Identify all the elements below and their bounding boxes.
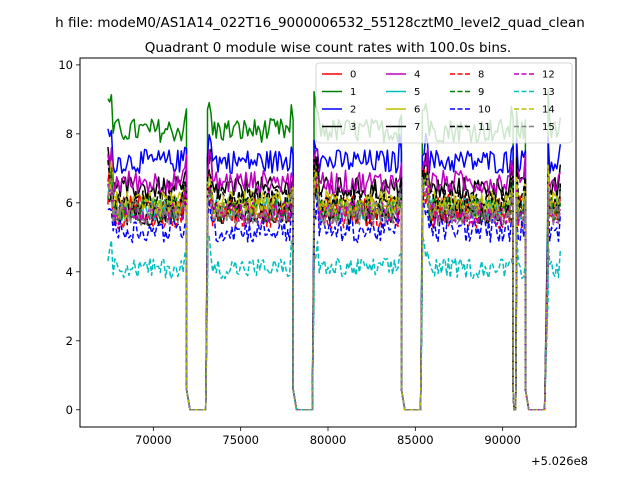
suptitle: h file: modeM0/AS1A14_022T16_9000006532_…: [55, 15, 585, 31]
plot-area: 70000 75000 80000 85000 90000024681001234567…: [58, 57, 577, 447]
series-line-4: [107, 147, 561, 411]
series-line-10: [107, 186, 562, 411]
plot-title: Quadrant 0 module wise count rates with …: [145, 40, 511, 56]
y-tick-label: 6: [66, 196, 73, 210]
legend-label-13: 13: [542, 87, 555, 98]
y-tick-label: 0: [66, 403, 73, 417]
legend-label-3: 3: [350, 122, 356, 133]
legend-label-1: 1: [350, 87, 356, 98]
y-tick-label: 10: [58, 58, 73, 72]
x-tick-label: 75000: [222, 433, 259, 447]
legend-label-8: 8: [478, 70, 484, 81]
x-tick-label: 80000: [310, 433, 347, 447]
series-line-11: [107, 156, 562, 411]
x-tick-label: 85000: [397, 433, 434, 447]
legend-label-0: 0: [350, 70, 356, 81]
series-line-15: [107, 176, 562, 411]
x-tick-label: 70000: [135, 433, 172, 447]
legend-label-15: 15: [542, 122, 555, 133]
legend-label-9: 9: [478, 87, 484, 98]
y-tick-label: 8: [66, 127, 73, 141]
legend-label-4: 4: [414, 70, 420, 81]
series-line-2: [107, 128, 562, 411]
legend-label-5: 5: [414, 87, 420, 98]
legend-label-7: 7: [414, 122, 420, 133]
x-tick-label: 90000: [484, 433, 521, 447]
legend-label-2: 2: [350, 105, 356, 116]
series-line-14: [107, 164, 561, 411]
series-line-13: [107, 232, 562, 411]
legend-box: [315, 62, 573, 144]
y-tick-label: 4: [66, 265, 73, 279]
legend-label-6: 6: [414, 105, 420, 116]
legend-label-12: 12: [542, 70, 555, 81]
legend-label-11: 11: [478, 122, 491, 133]
y-tick-label: 2: [66, 334, 73, 348]
x-offset-label: +5.026e8: [531, 454, 588, 468]
legend-label-14: 14: [542, 105, 555, 116]
series-lines: [107, 89, 562, 411]
legend-label-10: 10: [478, 105, 491, 116]
